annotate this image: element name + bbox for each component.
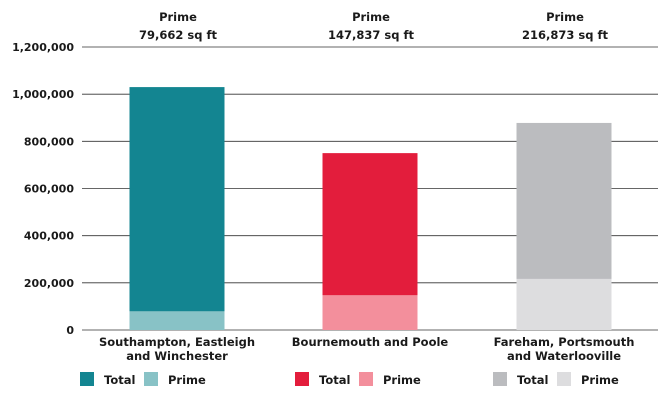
legend-swatch-total <box>493 372 507 386</box>
legend-swatch-prime <box>144 372 158 386</box>
y-tick-label: 0 <box>66 324 74 337</box>
legend-swatch-total <box>80 372 94 386</box>
legend-label-total: Total <box>319 373 350 387</box>
y-tick-label: 1,200,000 <box>12 41 74 54</box>
legend-label-prime: Prime <box>168 373 206 387</box>
bar-prime <box>129 311 225 330</box>
legend-label-prime: Prime <box>581 373 619 387</box>
x-category-label: and Waterlooville <box>507 349 621 363</box>
x-category-label: Bournemouth and Poole <box>292 335 449 349</box>
bar-prime <box>322 295 418 330</box>
x-category-label: and Winchester <box>126 349 228 363</box>
annotation-title: Prime <box>352 10 390 24</box>
legend-swatch-total <box>295 372 309 386</box>
legend-swatch-prime <box>359 372 373 386</box>
prime-annotations: Prime 79,662 sq ft Prime 147,837 sq ft Prime… <box>139 10 608 42</box>
bars <box>129 87 612 331</box>
x-category-label: Southampton, Eastleigh <box>99 335 255 349</box>
y-tick-label: 1,000,000 <box>12 88 74 101</box>
bar-total <box>129 87 225 330</box>
y-tick-label: 200,000 <box>24 277 74 290</box>
y-axis-ticks: 0 200,000 400,000 600,000 800,000 1,000,000 1,… <box>12 41 74 337</box>
annotation-title: Prime <box>159 10 197 24</box>
y-tick-label: 400,000 <box>24 230 74 243</box>
x-category-label: Fareham, Portsmouth <box>494 335 635 349</box>
annotation-title: Prime <box>546 10 584 24</box>
legend-label-prime: Prime <box>383 373 421 387</box>
annotation-value: 216,873 sq ft <box>522 28 608 42</box>
legend-label-total: Total <box>104 373 135 387</box>
legend-label-total: Total <box>517 373 548 387</box>
y-tick-label: 800,000 <box>24 135 74 148</box>
annotation-value: 147,837 sq ft <box>328 28 414 42</box>
bar-prime <box>516 278 612 330</box>
legend-swatch-prime <box>557 372 571 386</box>
annotation-value: 79,662 sq ft <box>139 28 217 42</box>
legend: Total Prime Total Prime Total Prime <box>80 372 619 387</box>
y-tick-label: 600,000 <box>24 183 74 196</box>
